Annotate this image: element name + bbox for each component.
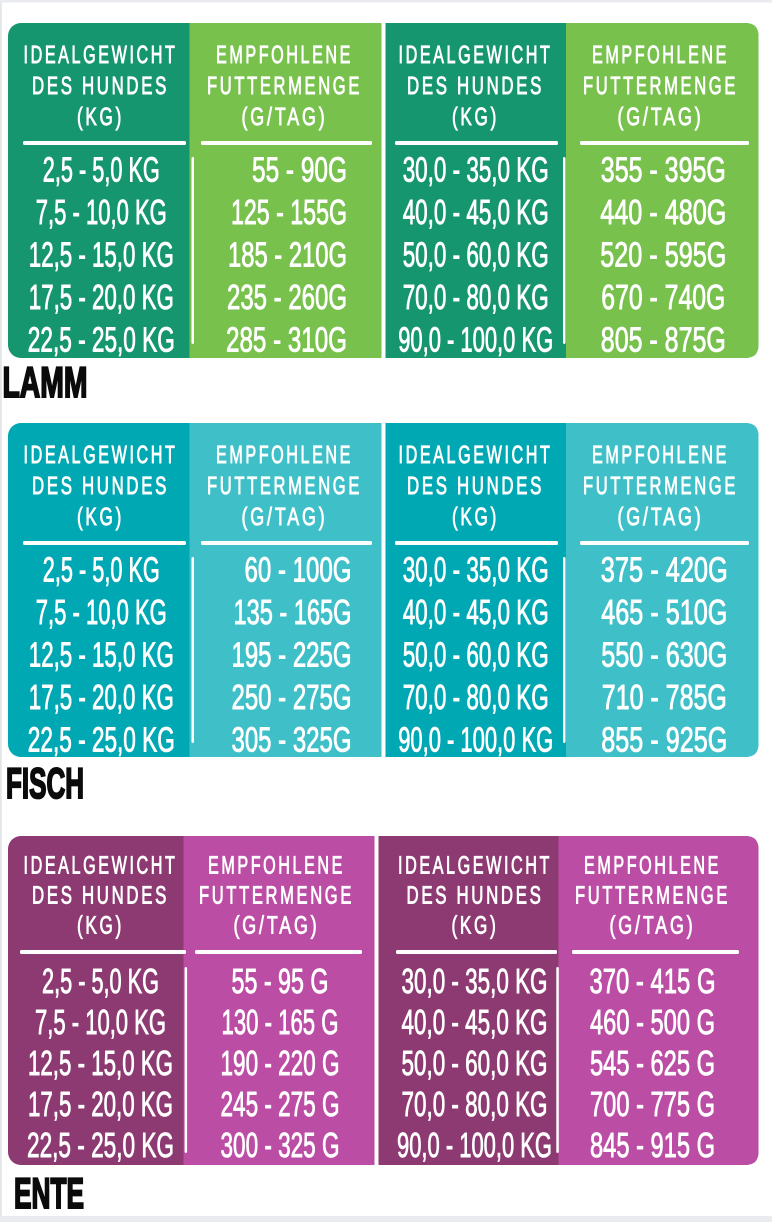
svg-text:(G/TAG): (G/TAG) [242, 103, 328, 131]
svg-text:285 - 310G: 285 - 310G [226, 321, 347, 360]
svg-text:305 - 325G: 305 - 325G [232, 721, 352, 760]
svg-text:(KG): (KG) [452, 503, 499, 531]
svg-text:190 - 220 G: 190 - 220 G [221, 1044, 340, 1083]
svg-text:7,5 - 10,0 KG: 7,5 - 10,0 KG [36, 193, 167, 232]
svg-text:(G/TAG): (G/TAG) [242, 503, 328, 531]
svg-text:50,0 - 60,0 KG: 50,0 - 60,0 KG [402, 1044, 548, 1083]
svg-text:IDEALGEWICHT: IDEALGEWICHT [398, 852, 552, 880]
svg-text:(G/TAG): (G/TAG) [610, 912, 696, 940]
svg-text:55 - 95 G: 55 - 95 G [232, 962, 329, 1001]
svg-text:22,5 - 25,0 KG: 22,5 - 25,0 KG [27, 1126, 174, 1165]
svg-text:855 - 925G: 855 - 925G [601, 721, 727, 760]
svg-text:DES HUNDES: DES HUNDES [32, 472, 169, 500]
svg-text:300 - 325 G: 300 - 325 G [221, 1126, 340, 1165]
svg-text:460 - 500 G: 460 - 500 G [590, 1003, 715, 1042]
svg-text:DES HUNDES: DES HUNDES [32, 72, 169, 100]
svg-text:2,5 - 5,0 KG: 2,5 - 5,0 KG [43, 151, 160, 190]
svg-text:7,5 - 10,0 KG: 7,5 - 10,0 KG [36, 593, 167, 632]
svg-text:440 - 480G: 440 - 480G [600, 193, 726, 232]
svg-text:(KG): (KG) [452, 103, 499, 131]
svg-text:50,0 - 60,0 KG: 50,0 - 60,0 KG [403, 236, 549, 275]
svg-text:30,0 - 35,0 KG: 30,0 - 35,0 KG [403, 551, 549, 590]
svg-text:375 - 420G: 375 - 420G [601, 551, 728, 590]
svg-text:245 - 275 G: 245 - 275 G [221, 1085, 340, 1124]
svg-text:FISCH: FISCH [6, 760, 84, 808]
svg-text:90,0 - 100,0 KG: 90,0 - 100,0 KG [397, 1126, 552, 1165]
svg-text:12,5 - 15,0 KG: 12,5 - 15,0 KG [28, 1044, 173, 1083]
svg-text:670 - 740G: 670 - 740G [601, 278, 725, 317]
svg-text:195 - 225G: 195 - 225G [232, 636, 352, 675]
svg-text:845 - 915 G: 845 - 915 G [590, 1126, 715, 1165]
svg-text:IDEALGEWICHT: IDEALGEWICHT [24, 41, 178, 69]
svg-text:40,0 - 45,0 KG: 40,0 - 45,0 KG [402, 1003, 548, 1042]
svg-text:185 - 210G: 185 - 210G [228, 236, 347, 275]
svg-text:DES HUNDES: DES HUNDES [407, 882, 544, 910]
svg-text:EMPFOHLENE: EMPFOHLENE [592, 41, 729, 69]
svg-text:EMPFOHLENE: EMPFOHLENE [592, 441, 729, 469]
svg-text:FUTTERMENGE: FUTTERMENGE [207, 472, 362, 500]
svg-text:520 - 595G: 520 - 595G [600, 236, 726, 275]
svg-text:(KG): (KG) [452, 912, 499, 940]
svg-text:IDEALGEWICHT: IDEALGEWICHT [399, 441, 553, 469]
svg-text:(G/TAG): (G/TAG) [618, 103, 704, 131]
svg-text:70,0 - 80,0 KG: 70,0 - 80,0 KG [402, 1085, 548, 1124]
svg-text:LAMM: LAMM [3, 359, 88, 407]
svg-text:IDEALGEWICHT: IDEALGEWICHT [24, 441, 178, 469]
svg-text:805 - 875G: 805 - 875G [601, 321, 726, 360]
svg-text:DES HUNDES: DES HUNDES [32, 882, 169, 910]
svg-text:EMPFOHLENE: EMPFOHLENE [584, 852, 721, 880]
svg-text:250 - 275G: 250 - 275G [232, 678, 352, 717]
svg-text:60 - 100G: 60 - 100G [245, 551, 352, 590]
svg-text:DES HUNDES: DES HUNDES [407, 472, 544, 500]
svg-text:(G/TAG): (G/TAG) [234, 912, 320, 940]
svg-text:90,0 - 100,0 KG: 90,0 - 100,0 KG [398, 321, 553, 360]
svg-text:12,5 - 15,0 KG: 12,5 - 15,0 KG [29, 236, 174, 275]
svg-text:DES HUNDES: DES HUNDES [407, 72, 544, 100]
svg-text:70,0 - 80,0 KG: 70,0 - 80,0 KG [403, 278, 549, 317]
svg-text:FUTTERMENGE: FUTTERMENGE [199, 882, 354, 910]
svg-text:7,5 - 10,0 KG: 7,5 - 10,0 KG [35, 1003, 166, 1042]
svg-text:22,5 - 25,0 KG: 22,5 - 25,0 KG [28, 721, 175, 760]
svg-text:FUTTERMENGE: FUTTERMENGE [575, 882, 730, 910]
svg-text:(KG): (KG) [77, 503, 124, 531]
svg-text:FUTTERMENGE: FUTTERMENGE [583, 72, 738, 100]
svg-text:50,0 - 60,0 KG: 50,0 - 60,0 KG [403, 636, 549, 675]
svg-text:(KG): (KG) [77, 103, 124, 131]
svg-text:(G/TAG): (G/TAG) [618, 503, 704, 531]
svg-text:70,0 - 80,0 KG: 70,0 - 80,0 KG [403, 678, 549, 717]
svg-text:130 - 165 G: 130 - 165 G [222, 1003, 339, 1042]
svg-text:465 - 510G: 465 - 510G [601, 593, 727, 632]
svg-text:22,5 - 25,0 KG: 22,5 - 25,0 KG [28, 321, 175, 360]
svg-text:235 - 260G: 235 - 260G [227, 278, 347, 317]
svg-text:40,0 - 45,0 KG: 40,0 - 45,0 KG [403, 593, 549, 632]
svg-text:IDEALGEWICHT: IDEALGEWICHT [24, 852, 178, 880]
svg-text:17,5 - 20,0 KG: 17,5 - 20,0 KG [29, 278, 174, 317]
svg-text:30,0 - 35,0 KG: 30,0 - 35,0 KG [403, 151, 549, 190]
svg-text:55 - 90G: 55 - 90G [252, 151, 347, 190]
svg-text:2,5 - 5,0 KG: 2,5 - 5,0 KG [43, 551, 160, 590]
svg-text:550 - 630G: 550 - 630G [601, 636, 727, 675]
svg-text:30,0 - 35,0 KG: 30,0 - 35,0 KG [402, 962, 548, 1001]
svg-text:17,5 - 20,0 KG: 17,5 - 20,0 KG [28, 1085, 173, 1124]
svg-text:545 - 625 G: 545 - 625 G [590, 1044, 715, 1083]
svg-text:EMPFOHLENE: EMPFOHLENE [208, 852, 345, 880]
svg-text:FUTTERMENGE: FUTTERMENGE [583, 472, 738, 500]
svg-text:(KG): (KG) [77, 912, 124, 940]
svg-text:40,0 - 45,0 KG: 40,0 - 45,0 KG [403, 193, 549, 232]
svg-text:FUTTERMENGE: FUTTERMENGE [207, 72, 362, 100]
svg-text:17,5 - 20,0 KG: 17,5 - 20,0 KG [29, 678, 174, 717]
svg-text:EMPFOHLENE: EMPFOHLENE [216, 441, 353, 469]
svg-text:370 - 415 G: 370 - 415 G [590, 962, 716, 1001]
svg-text:700 - 775 G: 700 - 775 G [590, 1085, 715, 1124]
svg-text:710 - 785G: 710 - 785G [602, 678, 727, 717]
svg-text:12,5 - 15,0 KG: 12,5 - 15,0 KG [29, 636, 174, 675]
svg-text:90,0 - 100,0 KG: 90,0 - 100,0 KG [398, 721, 553, 760]
svg-text:ENTE: ENTE [14, 1170, 84, 1218]
svg-text:IDEALGEWICHT: IDEALGEWICHT [399, 41, 553, 69]
svg-text:2,5 - 5,0 KG: 2,5 - 5,0 KG [42, 962, 159, 1001]
svg-text:125 - 155G: 125 - 155G [231, 193, 347, 232]
svg-text:135 - 165G: 135 - 165G [234, 593, 352, 632]
svg-text:EMPFOHLENE: EMPFOHLENE [216, 41, 353, 69]
svg-text:355 - 395G: 355 - 395G [601, 151, 726, 190]
